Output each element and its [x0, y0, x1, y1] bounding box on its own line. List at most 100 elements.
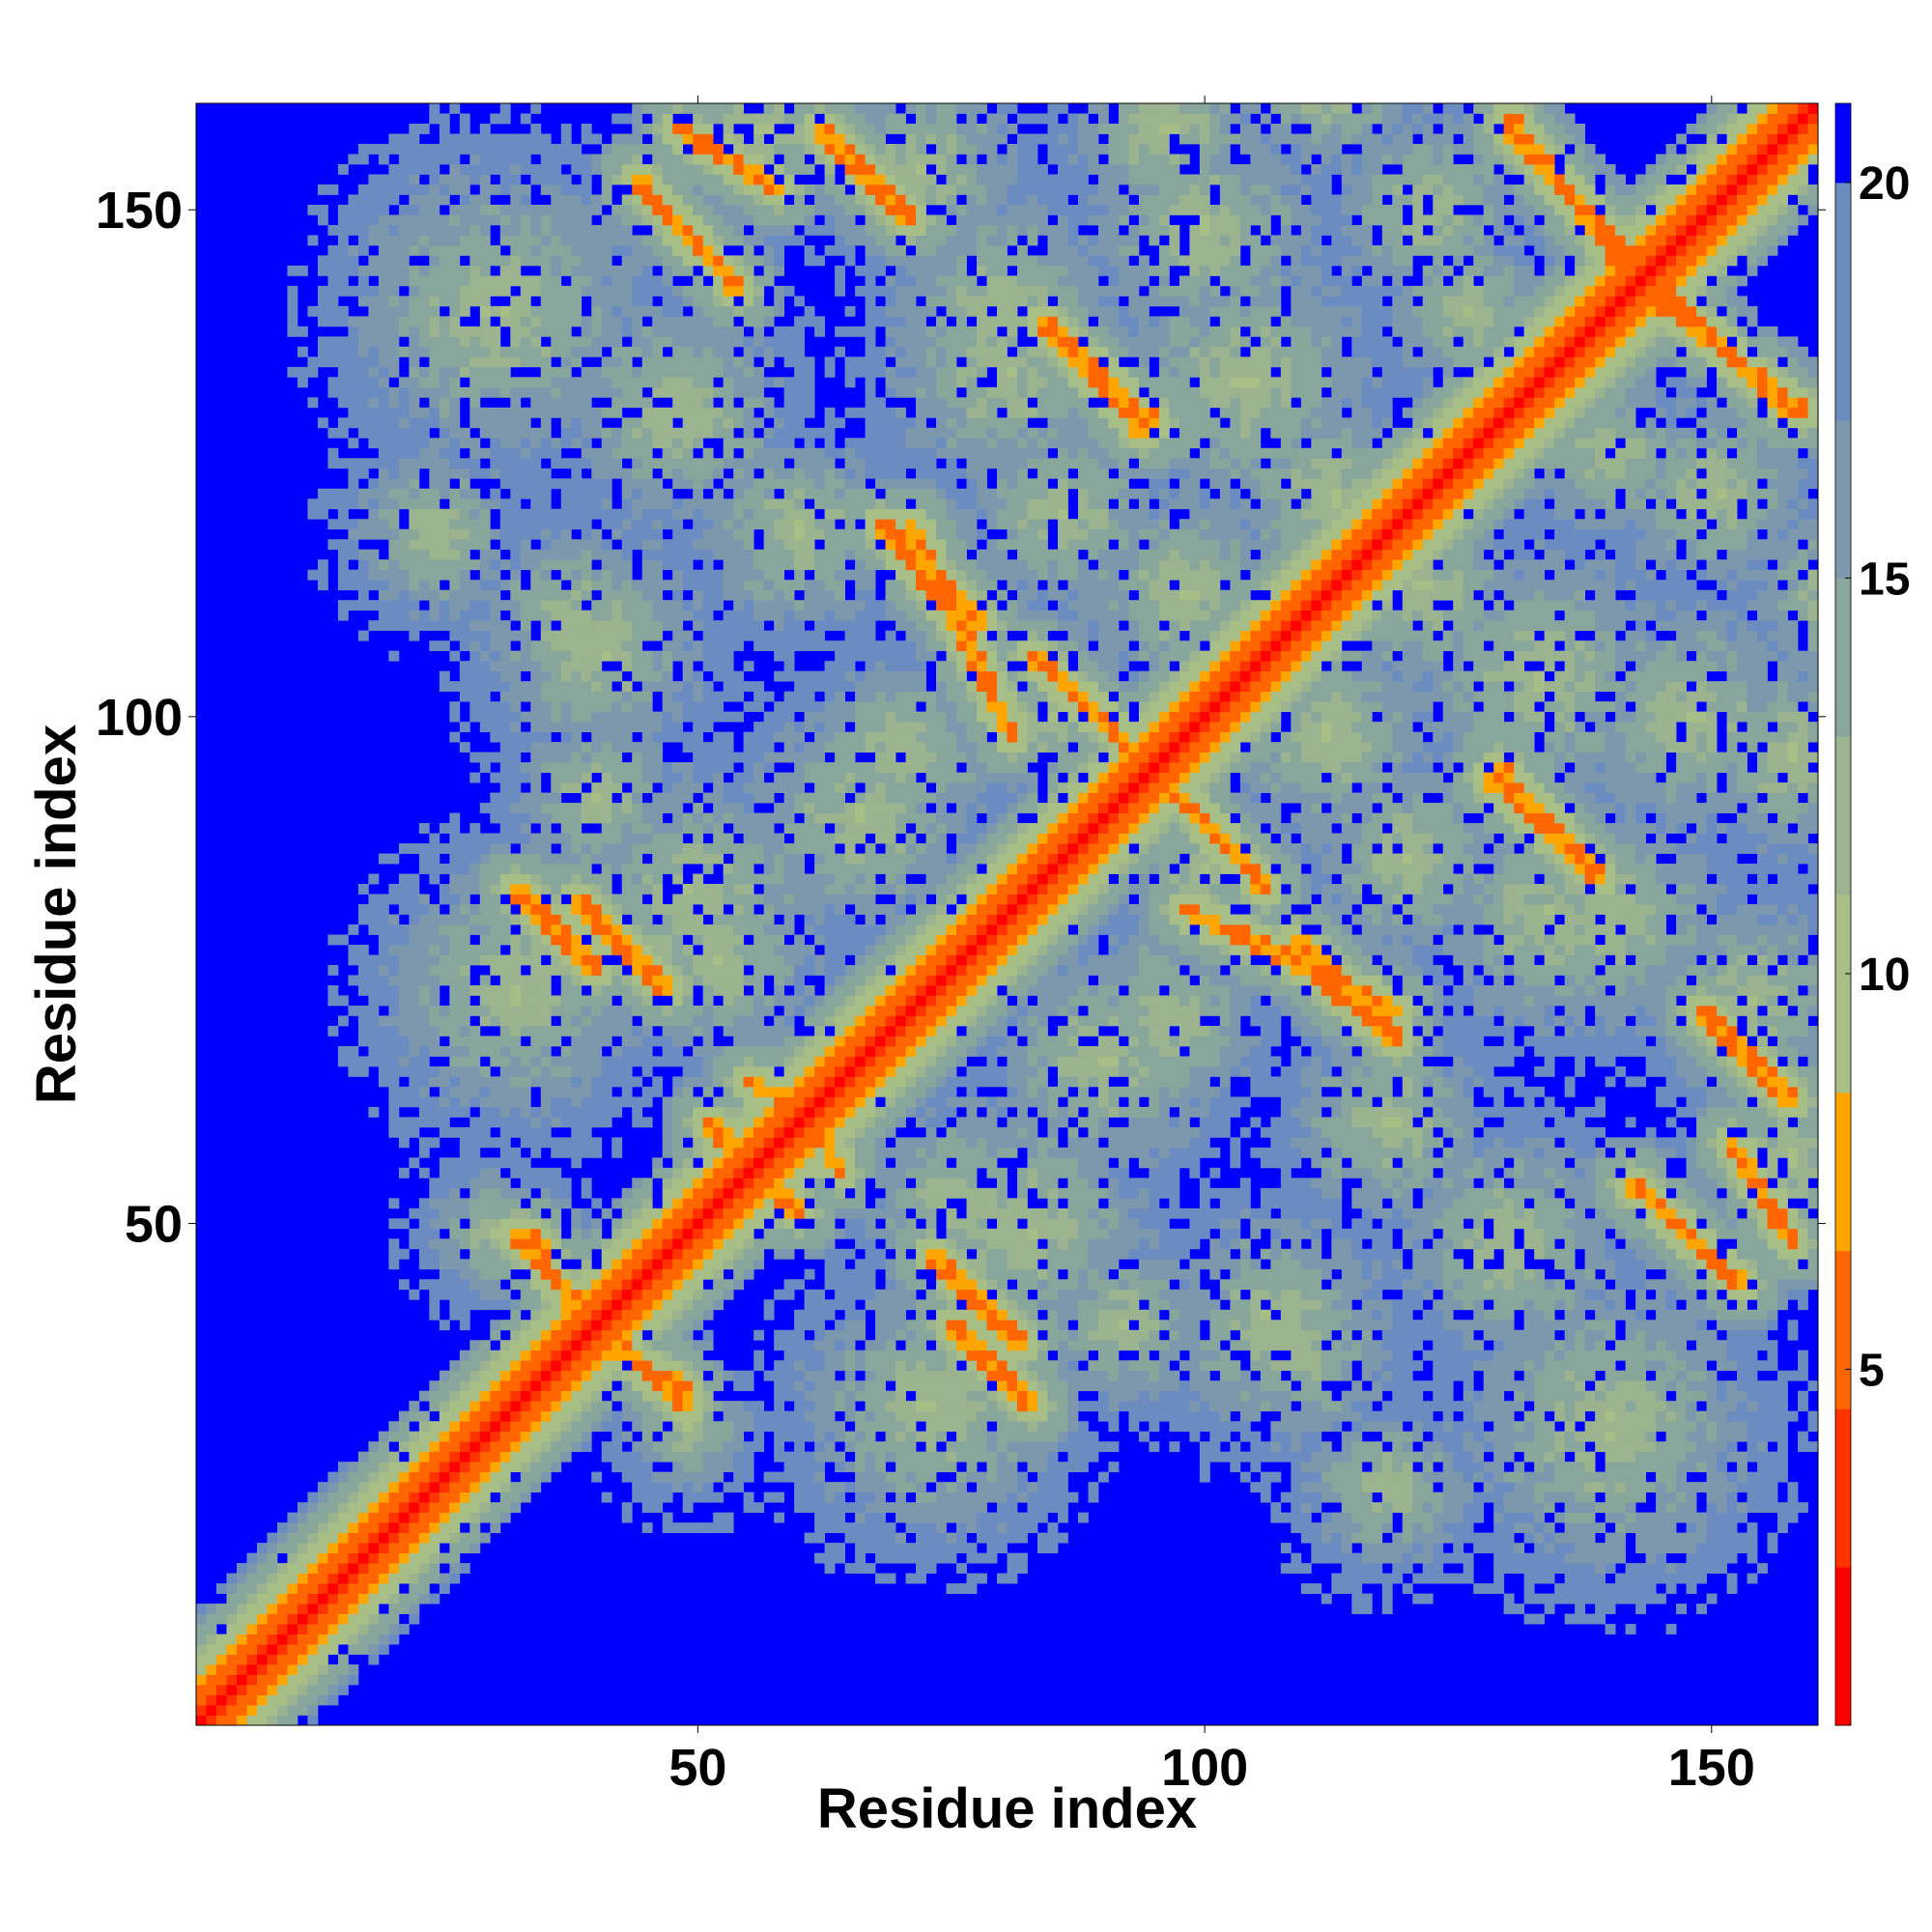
heatmap-cell: [418, 1522, 430, 1534]
heatmap-cell: [327, 356, 339, 368]
heatmap-cell: [479, 1126, 491, 1138]
heatmap-cell: [682, 346, 694, 357]
heatmap-cell: [571, 519, 582, 530]
heatmap-cell: [378, 478, 389, 490]
heatmap-cell: [520, 914, 531, 925]
heatmap-cell: [621, 174, 633, 185]
heatmap-cell: [388, 1076, 400, 1088]
heatmap-cell: [702, 701, 714, 713]
heatmap-cell: [581, 1045, 592, 1057]
heatmap-cell: [621, 214, 633, 226]
heatmap-cell: [682, 1126, 694, 1138]
heatmap-cell: [652, 559, 664, 571]
heatmap-cell: [581, 1218, 592, 1230]
heatmap-cell: [571, 508, 582, 520]
heatmap-cell: [409, 1613, 420, 1625]
heatmap-cell: [479, 386, 491, 398]
heatmap-cell: [378, 346, 389, 357]
heatmap-cell: [662, 1268, 673, 1280]
heatmap-cell: [571, 823, 582, 834]
heatmap-cell: [388, 407, 400, 418]
heatmap-cell: [388, 528, 400, 540]
heatmap-cell: [621, 873, 633, 885]
heatmap-cell: [540, 508, 552, 520]
heatmap-cell: [439, 438, 450, 449]
heatmap-cell: [743, 762, 754, 773]
heatmap-cell: [662, 549, 673, 560]
heatmap-cell: [449, 326, 461, 337]
heatmap-cell: [409, 630, 420, 641]
heatmap-cell: [560, 600, 572, 611]
heatmap-cell: [560, 823, 572, 834]
heatmap-cell: [307, 1674, 319, 1686]
heatmap-cell: [743, 1117, 754, 1128]
heatmap-cell: [753, 386, 765, 398]
heatmap-cell: [368, 214, 380, 226]
heatmap-cell: [662, 853, 673, 865]
heatmap-cell: [429, 1522, 440, 1534]
heatmap-cell: [398, 1502, 410, 1514]
heatmap-cell: [693, 1299, 704, 1311]
heatmap-cell: [378, 154, 389, 165]
heatmap-cell: [662, 731, 673, 743]
heatmap-cell: [652, 1228, 664, 1239]
heatmap-cell: [662, 843, 673, 854]
heatmap-cell: [641, 1187, 653, 1199]
heatmap-cell: [560, 803, 572, 813]
heatmap-cell: [763, 478, 775, 490]
heatmap-cell: [530, 1178, 542, 1189]
heatmap-cell: [520, 154, 531, 165]
heatmap-cell: [733, 528, 745, 540]
heatmap-cell: [702, 285, 714, 297]
heatmap-cell: [530, 944, 542, 955]
heatmap-cell: [317, 1664, 328, 1675]
heatmap-cell: [611, 600, 623, 611]
heatmap-cell: [662, 1482, 673, 1493]
heatmap-cell: [520, 1299, 531, 1311]
heatmap-cell: [439, 1431, 450, 1442]
heatmap-cell: [337, 1664, 349, 1675]
heatmap-cell: [743, 661, 754, 672]
heatmap-cell: [581, 1390, 592, 1402]
heatmap-cell: [621, 681, 633, 693]
heatmap-cell: [693, 823, 704, 834]
heatmap-cell: [449, 275, 461, 287]
heatmap-cell: [581, 1248, 592, 1260]
heatmap-cell: [439, 1208, 450, 1219]
heatmap-cell: [530, 143, 542, 155]
heatmap-cell: [520, 681, 531, 693]
heatmap-cell: [418, 366, 430, 378]
heatmap-cell: [662, 964, 673, 976]
heatmap-cell: [662, 1320, 673, 1331]
heatmap-cell: [418, 143, 430, 155]
heatmap-cell: [662, 792, 673, 804]
heatmap-cell: [388, 1583, 400, 1594]
heatmap-cell: [429, 1228, 440, 1239]
heatmap-cell: [672, 1076, 684, 1088]
heatmap-cell: [601, 1421, 612, 1433]
heatmap-cell: [398, 438, 410, 449]
heatmap-cell: [581, 792, 592, 804]
heatmap-cell: [469, 1198, 481, 1209]
heatmap-cell: [317, 559, 328, 571]
heatmap-cell: [662, 1401, 673, 1412]
heatmap-cell: [601, 244, 612, 256]
heatmap-cell: [641, 478, 653, 490]
heatmap-cell: [418, 1593, 430, 1605]
heatmap-cell: [693, 731, 704, 743]
heatmap-cell: [368, 478, 380, 490]
heatmap-cell: [479, 1157, 491, 1169]
heatmap-cell: [378, 1441, 389, 1453]
heatmap-cell: [662, 1228, 673, 1239]
heatmap-cell: [652, 894, 664, 905]
heatmap-cell: [581, 620, 592, 632]
heatmap-cell: [276, 1563, 288, 1574]
heatmap-cell: [530, 275, 542, 287]
heatmap-cell: [388, 964, 400, 976]
heatmap-cell: [581, 1441, 592, 1453]
heatmap-cell: [733, 498, 745, 510]
heatmap-cell: [621, 1208, 633, 1219]
heatmap-cell: [256, 1634, 268, 1645]
heatmap-cell: [723, 762, 734, 773]
heatmap-cell: [337, 427, 349, 439]
